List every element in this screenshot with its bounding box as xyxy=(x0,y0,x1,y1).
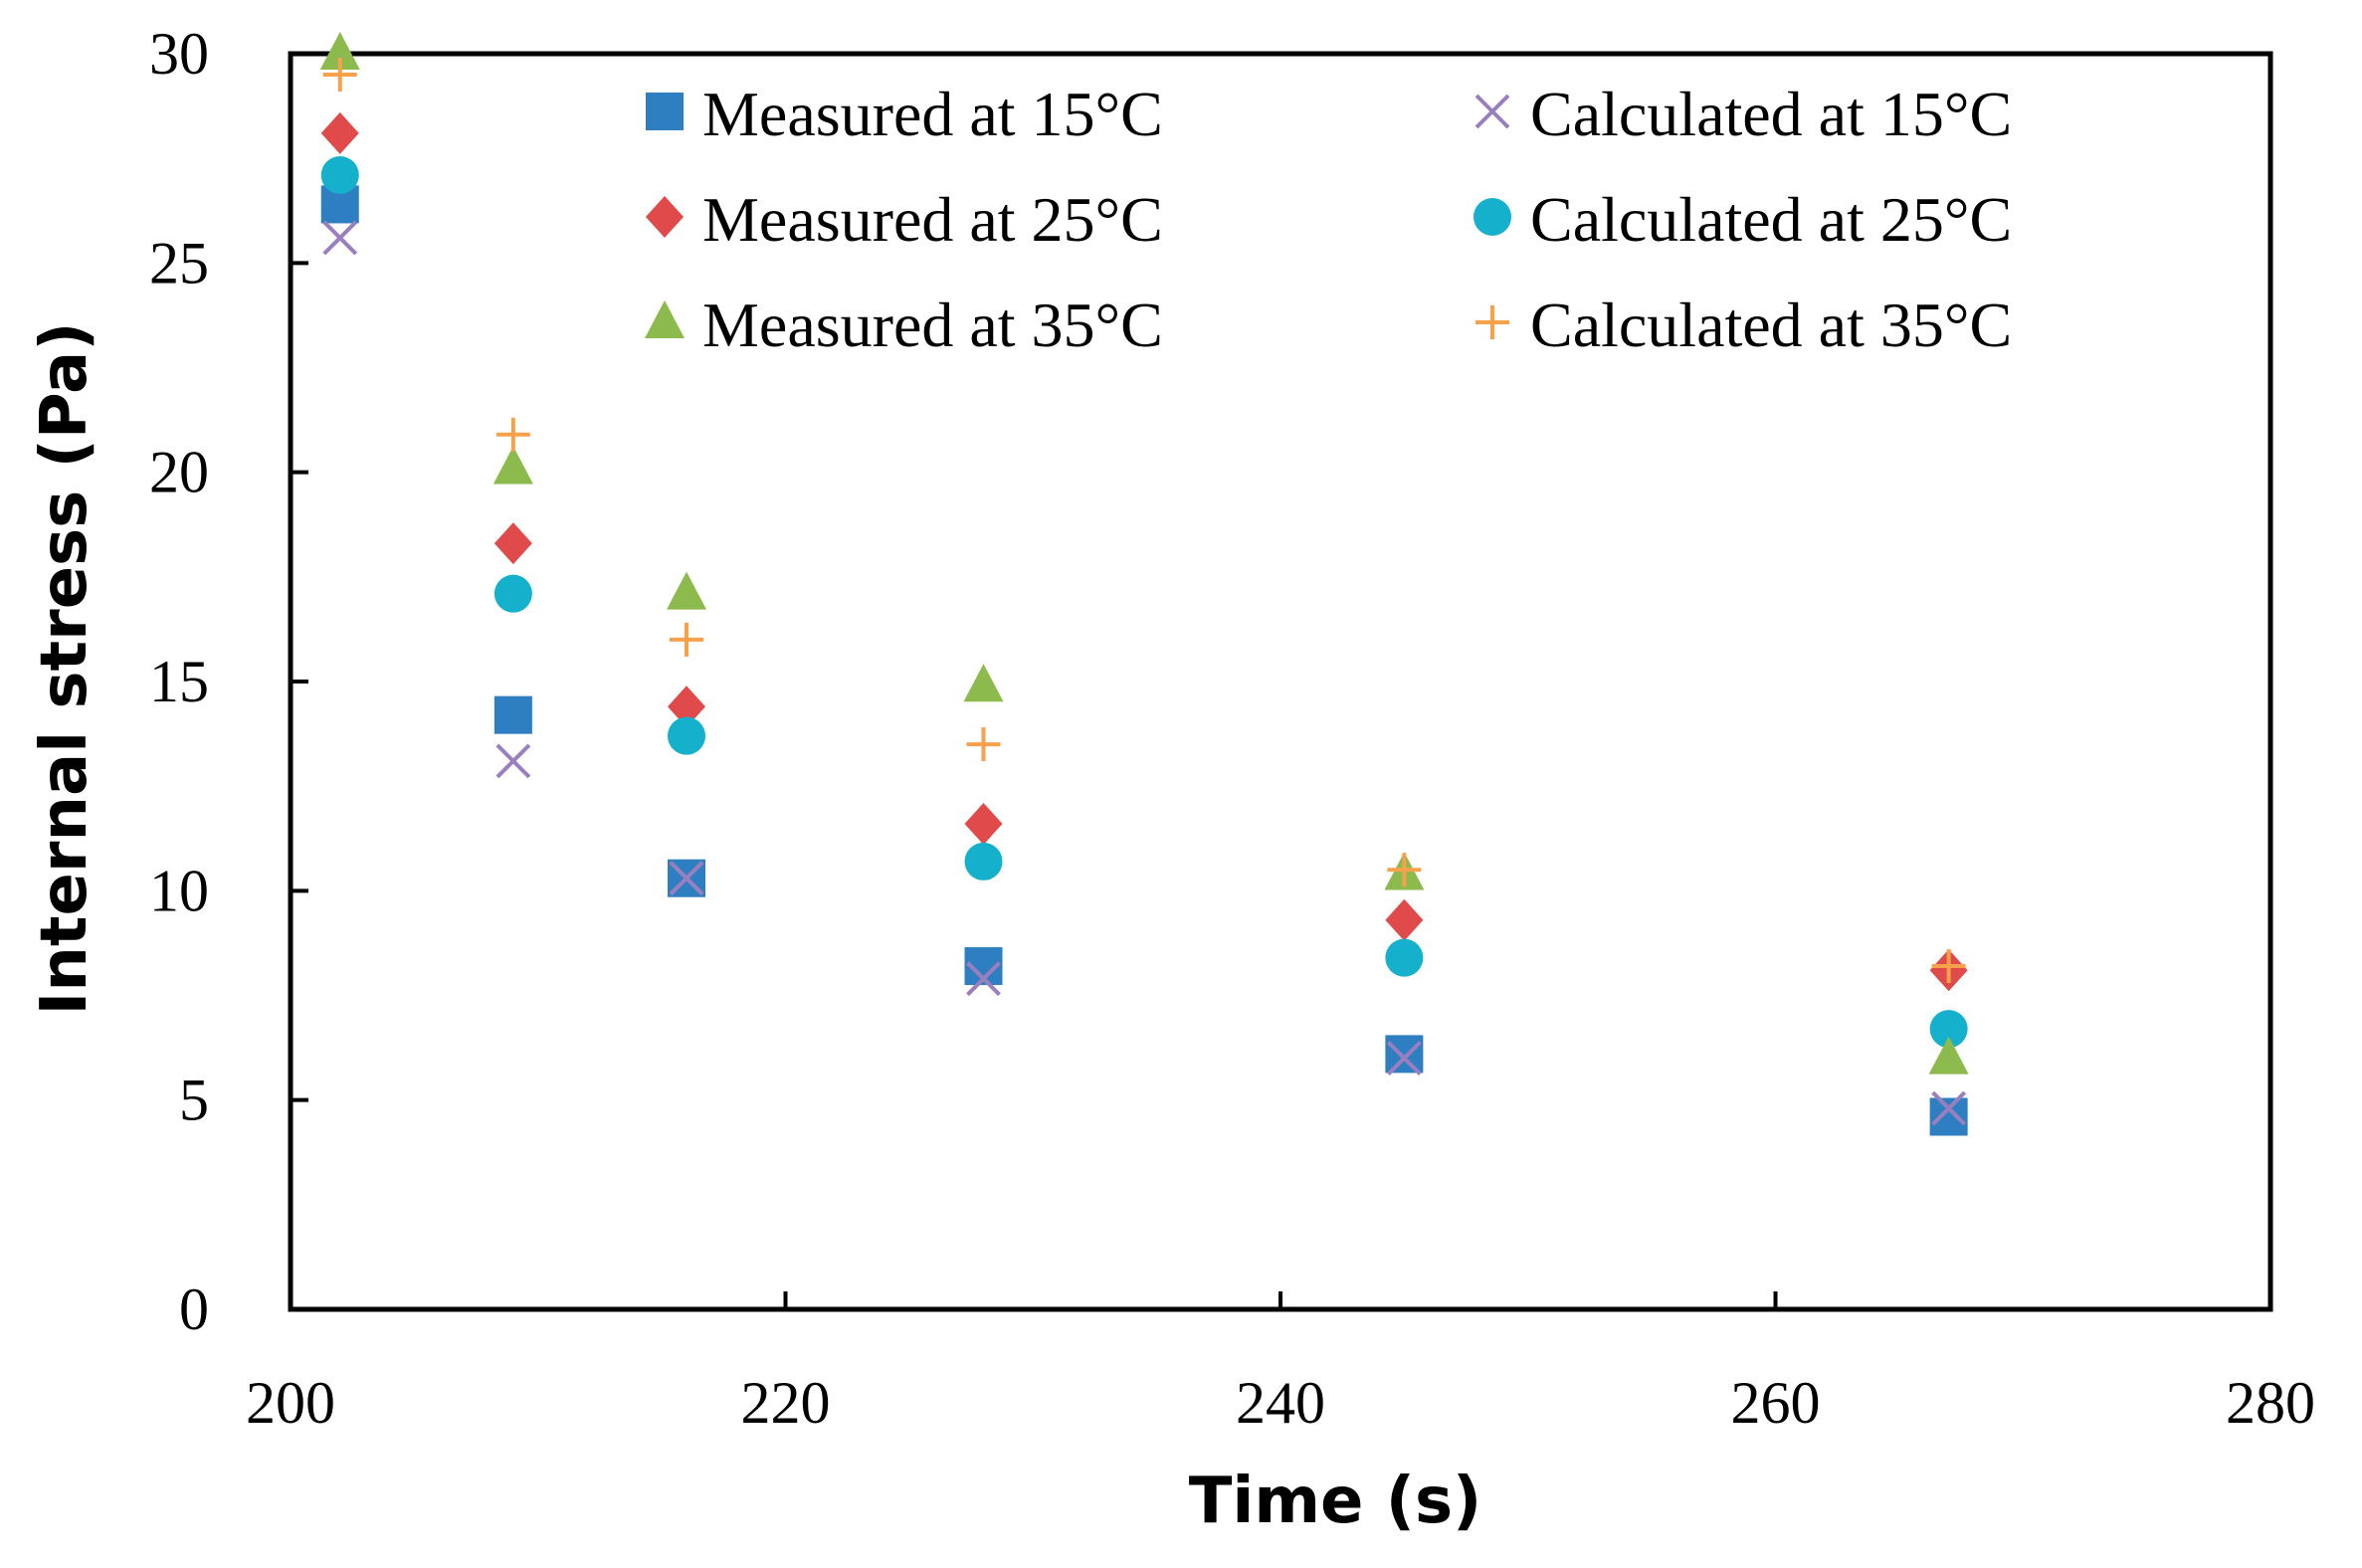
legend-marker-diamond xyxy=(646,196,684,238)
data-point-circle xyxy=(493,574,532,613)
y-tick-label: 25 xyxy=(149,230,209,295)
data-point-x xyxy=(669,861,704,896)
data-point-plus xyxy=(495,417,530,452)
data-point-triangle xyxy=(1928,1036,1969,1075)
legend-marker-triangle xyxy=(645,300,685,338)
data-point-triangle xyxy=(492,446,533,485)
legend-marker-plus xyxy=(1476,305,1509,339)
data-point-circle xyxy=(964,842,1003,881)
y-tick-label: 20 xyxy=(149,440,209,505)
data-point-triangle xyxy=(319,32,360,70)
data-point-circle xyxy=(320,155,359,194)
data-point-square xyxy=(1385,1035,1424,1074)
data-point-diamond xyxy=(964,803,1003,846)
legend-label: Calculated at 25°C xyxy=(1530,184,2012,255)
data-markers xyxy=(319,32,1969,1136)
y-tick-label: 30 xyxy=(149,21,209,87)
x-tick-label: 260 xyxy=(1731,1370,1821,1436)
legend-marker-square xyxy=(646,93,684,130)
data-point-circle xyxy=(1929,1010,1968,1049)
data-point-diamond xyxy=(493,522,532,565)
data-point-x xyxy=(322,220,358,256)
y-tick-label: 15 xyxy=(149,649,209,714)
data-point-triangle xyxy=(963,664,1004,702)
legend-label: Calculated at 35°C xyxy=(1530,290,2012,360)
legend-label: Measured at 25°C xyxy=(702,184,1163,255)
x-axis-title: Time (s) xyxy=(1189,1465,1482,1538)
x-tick-label: 200 xyxy=(246,1370,335,1436)
data-point-diamond xyxy=(320,111,359,154)
y-tick-label: 5 xyxy=(179,1068,209,1133)
legend-label: Measured at 35°C xyxy=(702,290,1163,360)
legend-marker-x xyxy=(1475,94,1510,129)
data-point-x xyxy=(1386,1041,1422,1077)
data-point-triangle xyxy=(667,571,706,610)
data-point-x xyxy=(966,961,1001,997)
data-point-square xyxy=(493,695,532,734)
y-tick-label: 10 xyxy=(149,858,209,923)
tick-labels: 200 220 240 260 280 0 5 10 15 20 25 30 xyxy=(149,21,2315,1436)
legend-label: Measured at 15°C xyxy=(702,79,1163,149)
legend: Measured at 15°C Measured at 25°C Measured… xyxy=(645,79,2012,360)
x-tick-label: 240 xyxy=(1236,1370,1325,1436)
data-point-x xyxy=(1931,1090,1967,1126)
data-point-diamond xyxy=(1385,898,1424,941)
axis-ticks xyxy=(291,261,1778,1309)
data-point-diamond xyxy=(668,686,705,728)
data-point-x xyxy=(495,743,531,779)
x-tick-label: 280 xyxy=(2226,1370,2315,1436)
y-tick-label: 0 xyxy=(179,1276,209,1342)
y-axis-title: Internal stress (Pa) xyxy=(28,322,101,1016)
data-point-circle xyxy=(668,716,705,755)
legend-marker-circle xyxy=(1474,198,1511,236)
data-point-plus xyxy=(966,727,1001,762)
data-point-plus xyxy=(1931,949,1966,984)
x-tick-label: 220 xyxy=(741,1370,831,1436)
data-point-circle xyxy=(1385,938,1424,977)
data-point-plus xyxy=(670,622,703,657)
legend-label: Calculated at 15°C xyxy=(1530,79,2012,149)
data-point-plus xyxy=(1387,853,1422,887)
data-point-square xyxy=(1929,1097,1968,1136)
data-point-plus xyxy=(322,58,357,93)
